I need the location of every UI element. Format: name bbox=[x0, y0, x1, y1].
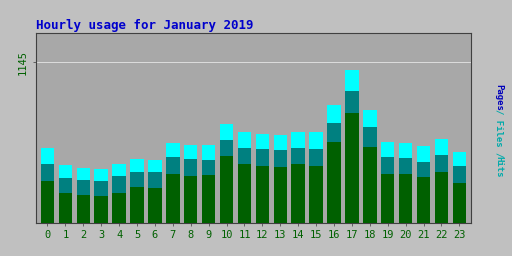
Bar bbox=[220, 124, 233, 223]
Bar bbox=[220, 140, 233, 223]
Bar bbox=[435, 172, 448, 223]
Bar bbox=[345, 70, 359, 223]
Bar bbox=[417, 146, 430, 223]
Bar bbox=[41, 148, 54, 223]
Bar bbox=[255, 166, 269, 223]
Text: Hits: Hits bbox=[495, 156, 504, 177]
Bar bbox=[327, 123, 341, 223]
Bar bbox=[113, 165, 126, 223]
Bar bbox=[417, 177, 430, 223]
Bar bbox=[381, 157, 394, 223]
Bar bbox=[309, 149, 323, 223]
Bar bbox=[453, 166, 466, 223]
Bar bbox=[59, 193, 72, 223]
Bar bbox=[345, 113, 359, 223]
Bar bbox=[166, 174, 180, 223]
Bar bbox=[131, 187, 144, 223]
Bar bbox=[309, 132, 323, 223]
Bar bbox=[148, 159, 162, 223]
Bar bbox=[220, 156, 233, 223]
Bar bbox=[238, 132, 251, 223]
Text: / Files /: / Files / bbox=[495, 109, 504, 157]
Bar bbox=[77, 195, 90, 223]
Bar bbox=[381, 142, 394, 223]
Bar bbox=[166, 143, 180, 223]
Bar bbox=[363, 110, 376, 223]
Bar bbox=[77, 168, 90, 223]
Bar bbox=[184, 159, 198, 223]
Bar bbox=[113, 176, 126, 223]
Bar bbox=[202, 160, 216, 223]
Bar bbox=[327, 105, 341, 223]
Bar bbox=[291, 132, 305, 223]
Bar bbox=[131, 159, 144, 223]
Bar bbox=[238, 165, 251, 223]
Bar bbox=[435, 139, 448, 223]
Bar bbox=[131, 172, 144, 223]
Bar bbox=[399, 143, 412, 223]
Bar bbox=[399, 174, 412, 223]
Bar bbox=[381, 174, 394, 223]
Bar bbox=[77, 180, 90, 223]
Bar bbox=[363, 127, 376, 223]
Bar bbox=[148, 188, 162, 223]
Bar bbox=[273, 167, 287, 223]
Bar bbox=[345, 91, 359, 223]
Bar bbox=[363, 147, 376, 223]
Bar bbox=[417, 162, 430, 223]
Bar bbox=[273, 135, 287, 223]
Bar bbox=[202, 145, 216, 223]
Bar bbox=[95, 181, 108, 223]
Bar bbox=[273, 151, 287, 223]
Bar bbox=[184, 145, 198, 223]
Bar bbox=[41, 164, 54, 223]
Text: Hourly usage for January 2019: Hourly usage for January 2019 bbox=[36, 19, 253, 32]
Bar bbox=[202, 175, 216, 223]
Bar bbox=[399, 158, 412, 223]
Bar bbox=[166, 157, 180, 223]
Bar bbox=[327, 142, 341, 223]
Bar bbox=[95, 196, 108, 223]
Text: Pages: Pages bbox=[495, 84, 504, 111]
Bar bbox=[41, 181, 54, 223]
Bar bbox=[113, 193, 126, 223]
Bar bbox=[184, 176, 198, 223]
Bar bbox=[59, 165, 72, 223]
Bar bbox=[453, 152, 466, 223]
Bar bbox=[291, 148, 305, 223]
Bar bbox=[148, 173, 162, 223]
Bar bbox=[255, 134, 269, 223]
Bar bbox=[435, 155, 448, 223]
Bar bbox=[238, 148, 251, 223]
Bar bbox=[59, 178, 72, 223]
Bar bbox=[453, 183, 466, 223]
Bar bbox=[291, 165, 305, 223]
Bar bbox=[95, 169, 108, 223]
Bar bbox=[255, 149, 269, 223]
Bar bbox=[309, 166, 323, 223]
